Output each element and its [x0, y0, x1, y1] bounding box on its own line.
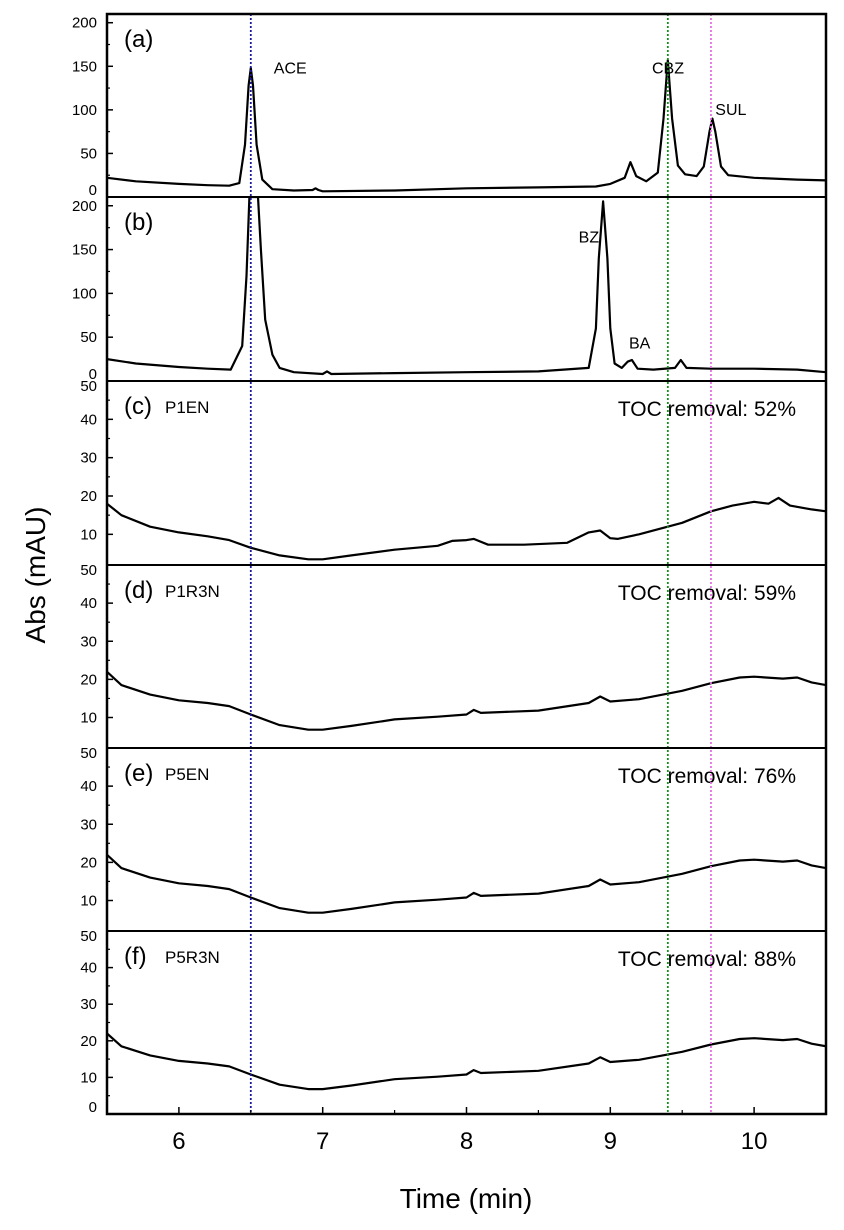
panel-5: 10 20 30 40 50 (e) P5EN TOC removal: 76%: [80, 745, 826, 914]
x-tick-label: 8: [460, 1128, 473, 1155]
x-axis-title: Time (min): [400, 1183, 533, 1214]
y-tick-label: 20: [80, 488, 97, 505]
peak-label-cbz: CBZ: [652, 60, 684, 77]
chromatogram-line: [107, 670, 826, 731]
panel-label: (c): [124, 393, 152, 420]
y-tick-label: 0: [89, 182, 97, 199]
y-tick-label: 30: [80, 816, 97, 833]
y-tick-label: 20: [80, 671, 97, 688]
y-tick-label: 150: [72, 58, 97, 75]
x-axis: 6 7 8 9 10: [106, 1107, 827, 1155]
y-tick-label: 10: [80, 526, 97, 543]
y-axis-title: Abs (mAU): [20, 507, 51, 644]
peak-label-ba: BA: [629, 336, 651, 353]
y-tick-label: 20: [80, 1033, 97, 1050]
frame-layer: [105, 12, 828, 1116]
y-tick-label: 30: [80, 633, 97, 650]
y-tick-label: 50: [80, 145, 97, 162]
sample-label: P5R3N: [165, 948, 220, 967]
y-tick-label: 10: [80, 1069, 97, 1086]
y-tick-label: 20: [80, 854, 97, 871]
chromatogram-line: [107, 197, 826, 376]
chromatogram-line: [107, 853, 826, 914]
y-tick-label: 150: [72, 242, 97, 259]
y-tick-label: 50: [80, 745, 97, 762]
y-tick-label: 50: [80, 928, 97, 945]
chromatogram-line: [107, 496, 826, 561]
y-tick-label: 200: [72, 198, 97, 215]
toc-removal-label: TOC removal: 76%: [618, 765, 796, 788]
chromatogram-line: [107, 59, 826, 193]
x-tick-label: 10: [741, 1128, 768, 1155]
panel-4: 10 20 30 40 50 (d) P1R3N TOC removal: 59%: [80, 562, 826, 731]
panel-label: (a): [124, 26, 153, 53]
toc-removal-label: TOC removal: 52%: [618, 398, 796, 421]
panel-label: (f): [124, 943, 147, 970]
panel-2: 0 50 100 150 200 (b) BZ BA: [72, 197, 826, 383]
panel-label: (e): [124, 760, 153, 787]
panel-6: 0 10 20 30 40 50 (f) P5R3N TOC removal: 88%: [80, 928, 826, 1116]
y-tick-label: 100: [72, 285, 97, 302]
panel-1: 0 50 100 150 200 (a) ACE CBZ SUL: [72, 15, 826, 199]
x-tick-label: 6: [172, 1128, 185, 1155]
chromatogram-line: [107, 1032, 826, 1091]
y-tick-label: 50: [80, 329, 97, 346]
y-tick-label: 100: [72, 102, 97, 119]
y-tick-label: 30: [80, 996, 97, 1013]
sample-label: P1EN: [165, 398, 209, 417]
peak-label-bz: BZ: [579, 230, 600, 247]
y-tick-label: 50: [80, 378, 97, 395]
y-tick-label: 0: [89, 366, 97, 383]
toc-removal-label: TOC removal: 59%: [618, 582, 796, 605]
y-tick-label: 50: [80, 562, 97, 579]
y-tick-label: 200: [72, 15, 97, 32]
y-tick-label: 40: [80, 778, 97, 795]
panel-3: 10 20 30 40 50 (c) P1EN TOC removal: 52%: [80, 378, 826, 561]
toc-removal-label: TOC removal: 88%: [618, 948, 796, 971]
y-tick-label: 30: [80, 450, 97, 467]
peak-label-sul: SUL: [715, 102, 746, 119]
y-tick-label: 40: [80, 595, 97, 612]
sample-label: P5EN: [165, 765, 209, 784]
y-tick-label: 40: [80, 960, 97, 977]
peak-label-ace: ACE: [274, 60, 307, 77]
panel-label: (b): [124, 209, 153, 236]
y-tick-label: 10: [80, 710, 97, 727]
x-tick-label: 7: [316, 1128, 329, 1155]
x-tick-label: 9: [604, 1128, 617, 1155]
sample-label: P1R3N: [165, 582, 220, 601]
y-tick-label: 10: [80, 893, 97, 910]
y-tick-label: 40: [80, 411, 97, 428]
y-tick-label: 0: [89, 1099, 97, 1116]
panel-label: (d): [124, 577, 153, 604]
